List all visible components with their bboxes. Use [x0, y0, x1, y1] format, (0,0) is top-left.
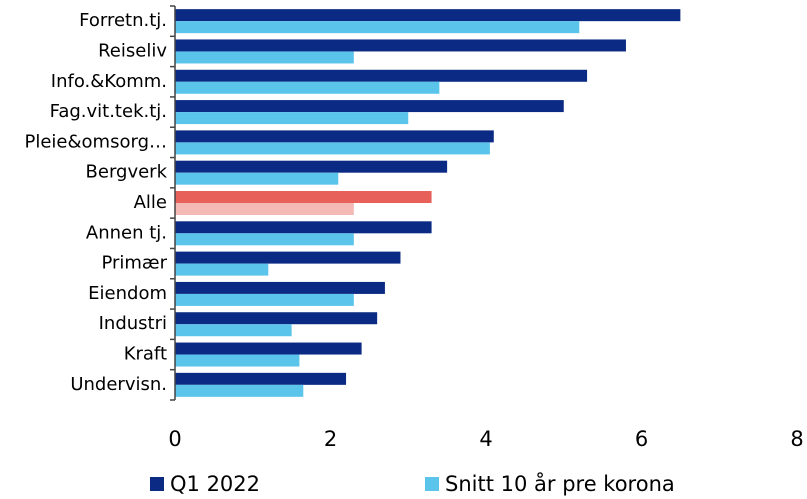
bar — [175, 233, 354, 246]
y-tick-label: Info.&Komm. — [51, 71, 167, 92]
bar — [175, 69, 588, 82]
bar — [175, 251, 401, 264]
legend-label: Snitt 10 år pre korona — [445, 471, 675, 496]
bar — [175, 9, 681, 22]
y-tick-label: Pleie&omsorg… — [25, 131, 168, 152]
bar — [175, 263, 269, 276]
bar — [175, 112, 409, 125]
bar — [175, 100, 564, 113]
bar — [175, 172, 339, 185]
bar — [175, 342, 362, 355]
bar — [175, 51, 354, 64]
bar — [175, 160, 448, 173]
bar — [175, 39, 626, 52]
bar — [175, 203, 354, 215]
y-tick-label: Fag.vit.tek.tj. — [50, 101, 167, 122]
y-tick-label: Industri — [99, 313, 167, 334]
bar — [175, 372, 347, 385]
legend-label: Q1 2022 — [170, 472, 260, 496]
bar — [175, 130, 494, 143]
y-tick-label: Bergverk — [86, 162, 168, 183]
legend-swatch — [150, 477, 164, 491]
y-tick-label: Alle — [134, 192, 167, 213]
bar — [175, 384, 304, 397]
x-tick-label: 6 — [635, 427, 648, 451]
y-tick-label: Forretn.tj. — [79, 10, 167, 31]
bar — [175, 21, 580, 34]
bar — [175, 293, 354, 306]
x-tick-label: 4 — [479, 427, 492, 451]
x-tick-label: 2 — [324, 427, 337, 451]
legend-swatch — [425, 477, 439, 491]
y-tick-label: Annen tj. — [86, 222, 167, 243]
y-tick-label: Primær — [101, 253, 167, 274]
x-tick-label: 8 — [790, 427, 803, 451]
bar — [175, 354, 300, 367]
y-tick-label: Undervisn. — [70, 374, 167, 395]
bar — [175, 81, 440, 94]
y-tick-label: Eiendom — [88, 283, 167, 304]
bar — [175, 191, 432, 203]
bar — [175, 312, 378, 325]
bar — [175, 324, 292, 337]
x-tick-label: 0 — [168, 427, 181, 451]
y-tick-label: Reiseliv — [98, 40, 167, 61]
bar — [175, 221, 432, 234]
bar — [175, 142, 490, 155]
y-tick-label: Kraft — [124, 344, 167, 365]
bar — [175, 281, 385, 294]
